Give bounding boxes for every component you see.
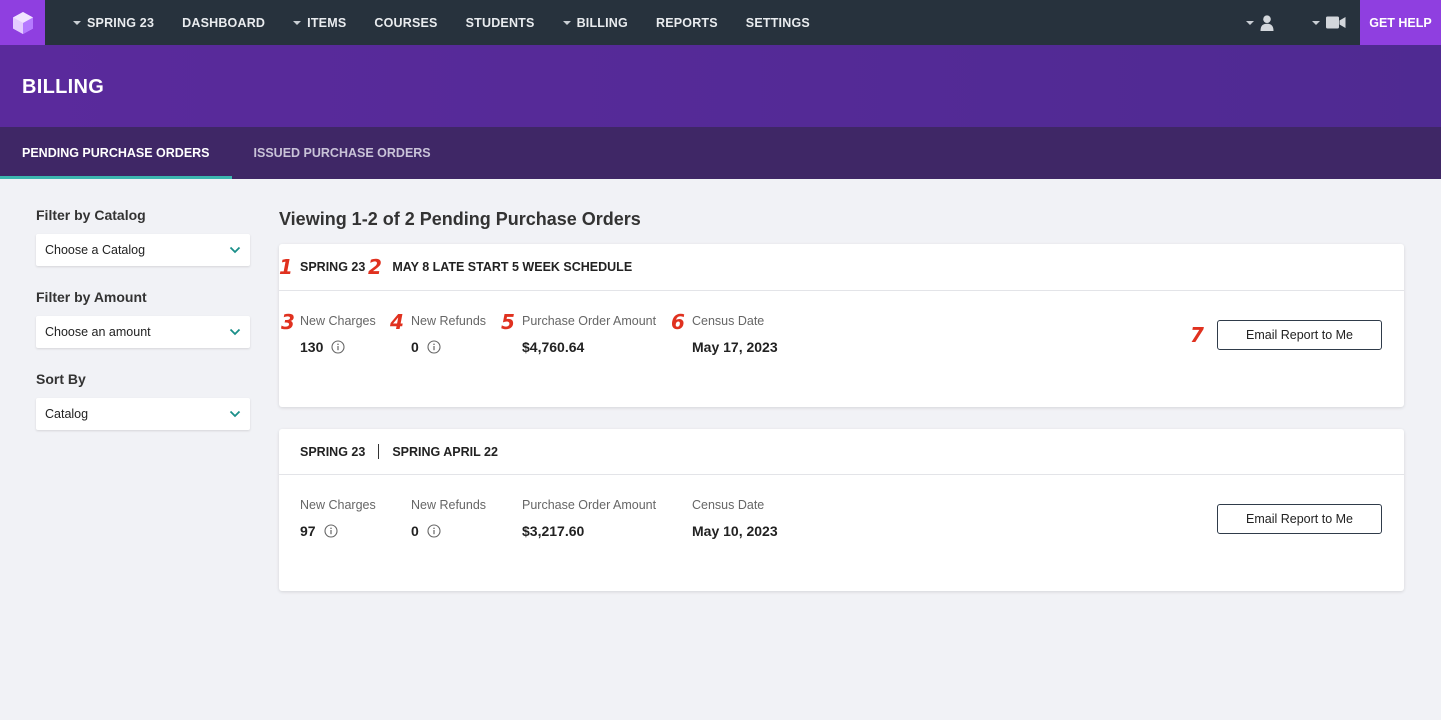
po-amount-value: $4,760.64 bbox=[522, 339, 585, 355]
new-refunds-label: New Refunds bbox=[411, 498, 487, 512]
caret-down-icon bbox=[73, 20, 81, 25]
sort-select[interactable]: Catalog bbox=[36, 398, 250, 430]
annotation-marker-2: 2 bbox=[368, 255, 382, 279]
page-title: BILLING bbox=[22, 76, 105, 98]
nav-item-dashboard[interactable]: DASHBOARD bbox=[182, 15, 266, 30]
filter-catalog-label: Filter by Catalog bbox=[36, 207, 146, 223]
annotation-marker-6: 6 bbox=[671, 310, 685, 334]
nav-item-settings[interactable]: SETTINGS bbox=[745, 15, 810, 30]
results-title: Viewing 1-2 of 2 Pending Purchase Orders bbox=[279, 209, 641, 229]
tab-issued-purchase-orders[interactable]: ISSUED PURCHASE ORDERS bbox=[253, 146, 431, 160]
video-icon bbox=[1326, 16, 1346, 29]
catalog-select[interactable]: Choose a Catalog bbox=[36, 234, 250, 266]
nav-item-reports[interactable]: REPORTS bbox=[655, 15, 718, 30]
catalog-select-value: Choose a Catalog bbox=[45, 243, 146, 257]
new-charges-value: 97 bbox=[300, 523, 316, 539]
nav-item-items[interactable]: ITEMS bbox=[279, 0, 360, 45]
new-charges-stat: New Charges 130 bbox=[300, 314, 376, 355]
caret-down-icon bbox=[562, 20, 571, 25]
user-menu-button[interactable] bbox=[1232, 0, 1288, 45]
nav-item-billing[interactable]: BILLING bbox=[549, 0, 642, 45]
census-date-stat: Census Date May 17, 2023 bbox=[692, 314, 778, 355]
new-charges-label: New Charges bbox=[300, 498, 376, 512]
email-report-button[interactable]: Email Report to Me bbox=[1217, 320, 1382, 350]
new-refunds-value: 0 bbox=[411, 523, 419, 539]
caret-down-icon bbox=[1312, 20, 1320, 25]
annotation-marker-4: 4 bbox=[390, 310, 404, 334]
census-date-value: May 17, 2023 bbox=[692, 339, 778, 355]
po-amount-stat: Purchase Order Amount $4,760.64 bbox=[522, 314, 656, 355]
annotation-marker-5: 5 bbox=[501, 310, 515, 334]
new-refunds-label: New Refunds bbox=[411, 314, 487, 328]
sort-select-value: Catalog bbox=[45, 407, 89, 421]
census-date-stat: Census Date May 10, 2023 bbox=[692, 498, 778, 539]
new-charges-value: 130 bbox=[300, 339, 324, 355]
info-icon[interactable] bbox=[427, 524, 441, 538]
purchase-order-card: SPRING 23 MAY 8 LATE START 5 WEEK SCHEDU… bbox=[279, 244, 1404, 407]
get-help-button[interactable]: GET HELP bbox=[1360, 0, 1441, 45]
annotation-marker-1: 1 bbox=[279, 255, 293, 279]
nav-item-term[interactable]: SPRING 23 bbox=[59, 0, 168, 45]
chevron-down-icon bbox=[229, 246, 241, 254]
purchase-order-card: SPRING 23 SPRING APRIL 22 New Charges 97… bbox=[279, 429, 1404, 591]
tab-bar: PENDING PURCHASE ORDERS ISSUED PURCHASE … bbox=[0, 127, 1441, 179]
new-charges-label: New Charges bbox=[300, 314, 376, 328]
email-report-button[interactable]: Email Report to Me bbox=[1217, 504, 1382, 534]
annotation-marker-3: 3 bbox=[281, 310, 295, 334]
annotation-marker-7: 7 bbox=[1190, 323, 1204, 347]
purchase-order-body: 3 New Charges 130 4 New Refunds 0 5 Purc… bbox=[279, 291, 1404, 406]
order-schedule: SPRING APRIL 22 bbox=[392, 444, 498, 459]
new-refunds-value: 0 bbox=[411, 339, 419, 355]
page-header: BILLING bbox=[0, 45, 1441, 127]
new-refunds-stat: New Refunds 0 bbox=[411, 314, 486, 355]
chevron-down-icon bbox=[229, 410, 241, 418]
filter-amount-label: Filter by Amount bbox=[36, 289, 147, 305]
top-navigation-bar: SPRING 23 DASHBOARD ITEMS COURSES STUDEN… bbox=[0, 0, 1441, 45]
info-icon[interactable] bbox=[324, 524, 338, 538]
purchase-order-body: New Charges 97 New Refunds 0 Purchase Or… bbox=[279, 475, 1404, 590]
purchase-order-header: SPRING 23 MAY 8 LATE START 5 WEEK SCHEDU… bbox=[279, 244, 1404, 291]
app-logo-icon[interactable] bbox=[0, 0, 45, 45]
new-refunds-stat: New Refunds 0 bbox=[411, 498, 486, 539]
user-icon bbox=[1260, 14, 1274, 31]
filter-sidebar: Filter by Catalog Choose a Catalog Filte… bbox=[36, 207, 250, 453]
sort-by-label: Sort By bbox=[36, 371, 86, 387]
census-date-label: Census Date bbox=[692, 314, 765, 328]
nav-item-students[interactable]: STUDENTS bbox=[465, 15, 535, 30]
po-amount-label: Purchase Order Amount bbox=[522, 498, 657, 512]
info-icon[interactable] bbox=[427, 340, 441, 354]
caret-down-icon bbox=[1246, 20, 1254, 25]
order-term: SPRING 23 bbox=[300, 260, 366, 274]
caret-down-icon bbox=[293, 20, 302, 25]
purchase-order-header: SPRING 23 SPRING APRIL 22 bbox=[279, 429, 1404, 475]
census-date-label: Census Date bbox=[692, 498, 765, 512]
census-date-value: May 10, 2023 bbox=[692, 523, 778, 539]
header-divider bbox=[378, 444, 380, 459]
order-term: SPRING 23 bbox=[300, 444, 366, 459]
chevron-down-icon bbox=[229, 328, 241, 336]
nav-item-courses[interactable]: COURSES bbox=[374, 15, 438, 30]
main-content: Viewing 1-2 of 2 Pending Purchase Orders… bbox=[279, 207, 1404, 591]
info-icon[interactable] bbox=[331, 340, 345, 354]
po-amount-value: $3,217.60 bbox=[522, 523, 585, 539]
po-amount-stat: Purchase Order Amount $3,217.60 bbox=[522, 498, 656, 539]
tab-pending-purchase-orders[interactable]: PENDING PURCHASE ORDERS bbox=[0, 127, 232, 179]
new-charges-stat: New Charges 97 bbox=[300, 498, 376, 539]
amount-select-value: Choose an amount bbox=[45, 325, 151, 339]
video-menu-button[interactable] bbox=[1298, 0, 1360, 45]
order-schedule: MAY 8 LATE START 5 WEEK SCHEDULE bbox=[392, 260, 633, 274]
amount-select[interactable]: Choose an amount bbox=[36, 316, 250, 348]
po-amount-label: Purchase Order Amount bbox=[522, 314, 657, 328]
